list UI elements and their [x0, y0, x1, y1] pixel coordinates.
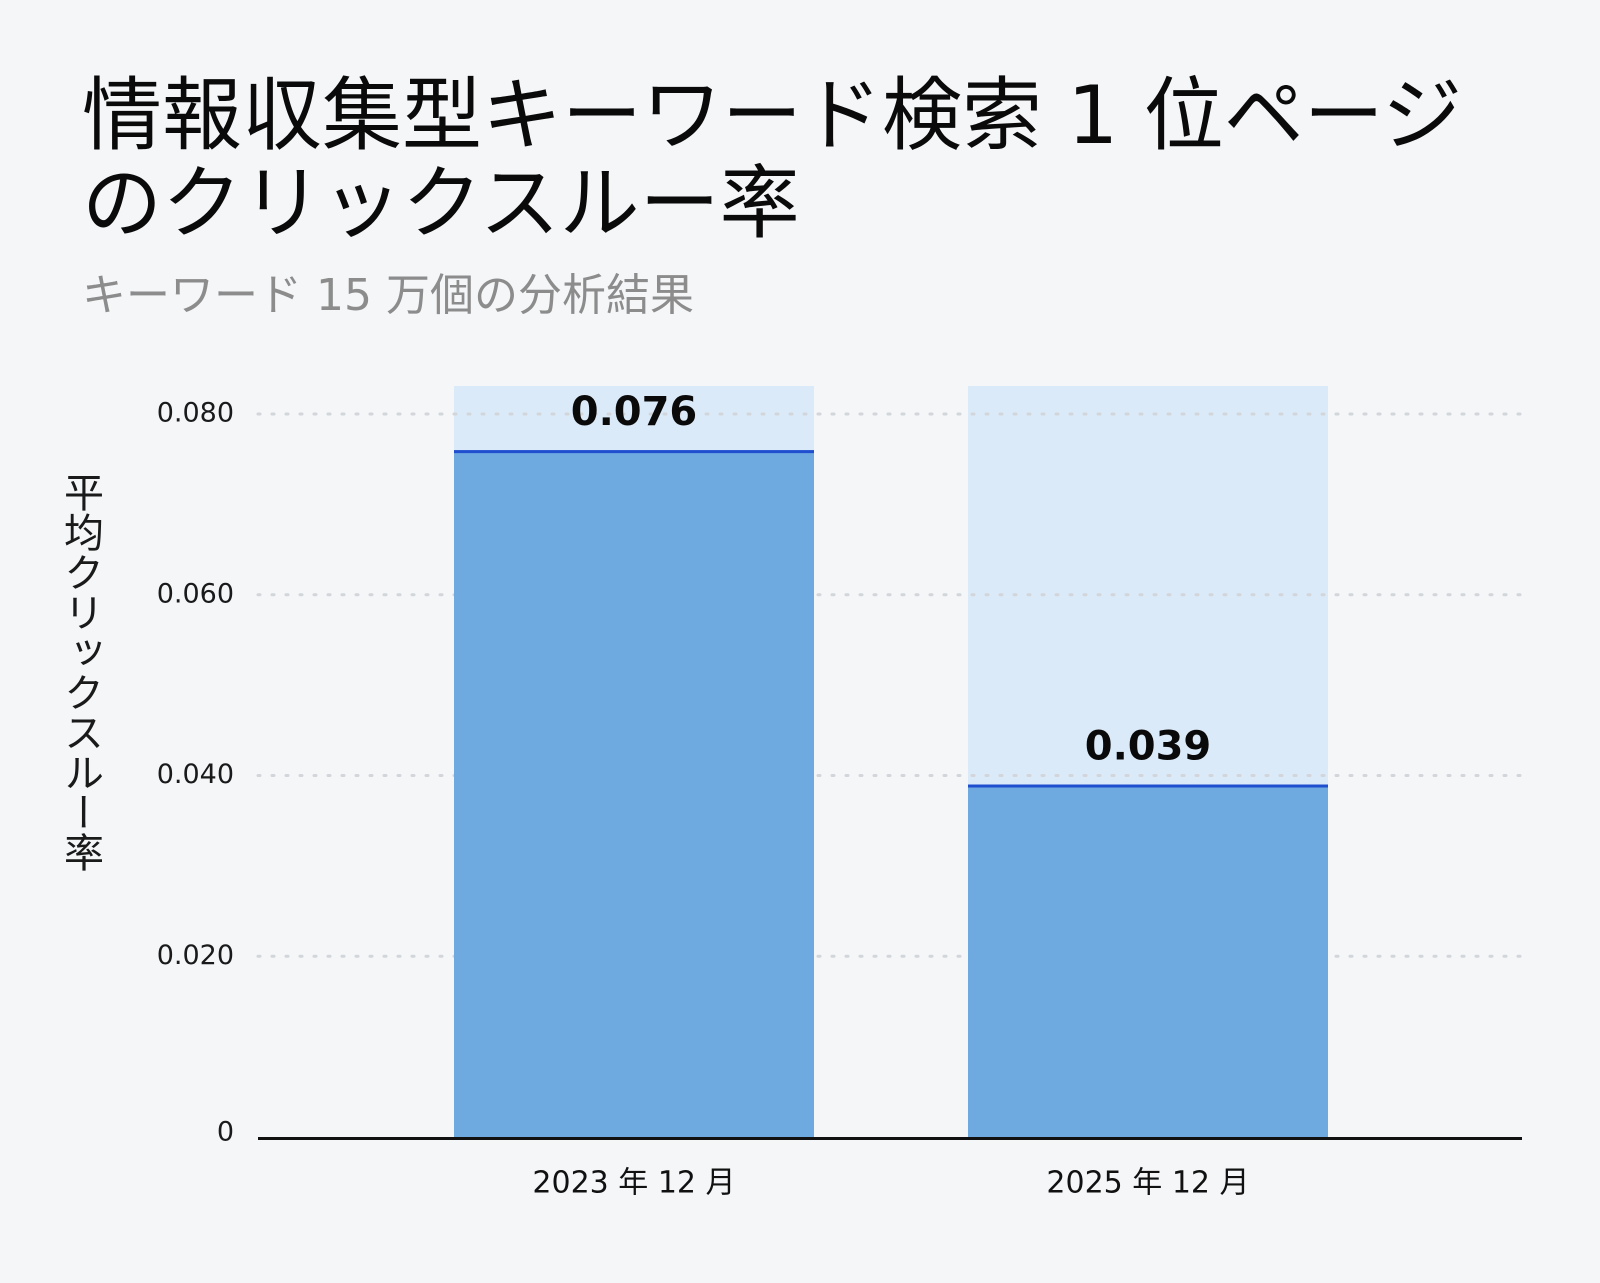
y-tick-label-1: 0.020 — [157, 940, 234, 971]
bar-1 — [454, 450, 814, 1137]
x-tick-label-2: 2025 年 12 月 — [1046, 1166, 1249, 1201]
y-tick-label-2: 0.040 — [157, 759, 234, 790]
y-tick-label-0: 0 — [217, 1117, 234, 1148]
data-label-2: 0.039 — [1085, 724, 1212, 770]
data-label-1: 0.076 — [571, 389, 698, 435]
bar-2 — [968, 784, 1328, 1137]
chart-subtitle: キーワード 15 万個の分析結果 — [82, 270, 694, 321]
chart-title: 情報収集型キーワード検索 1 位ページのクリックスルー率 — [82, 69, 1463, 250]
y-tick-label-3: 0.060 — [157, 578, 234, 609]
y-tick-label-4: 0.080 — [157, 398, 234, 429]
y-axis-label: 平均クリックスルー率 — [57, 472, 103, 872]
x-tick-label-1: 2023 年 12 月 — [532, 1166, 735, 1201]
